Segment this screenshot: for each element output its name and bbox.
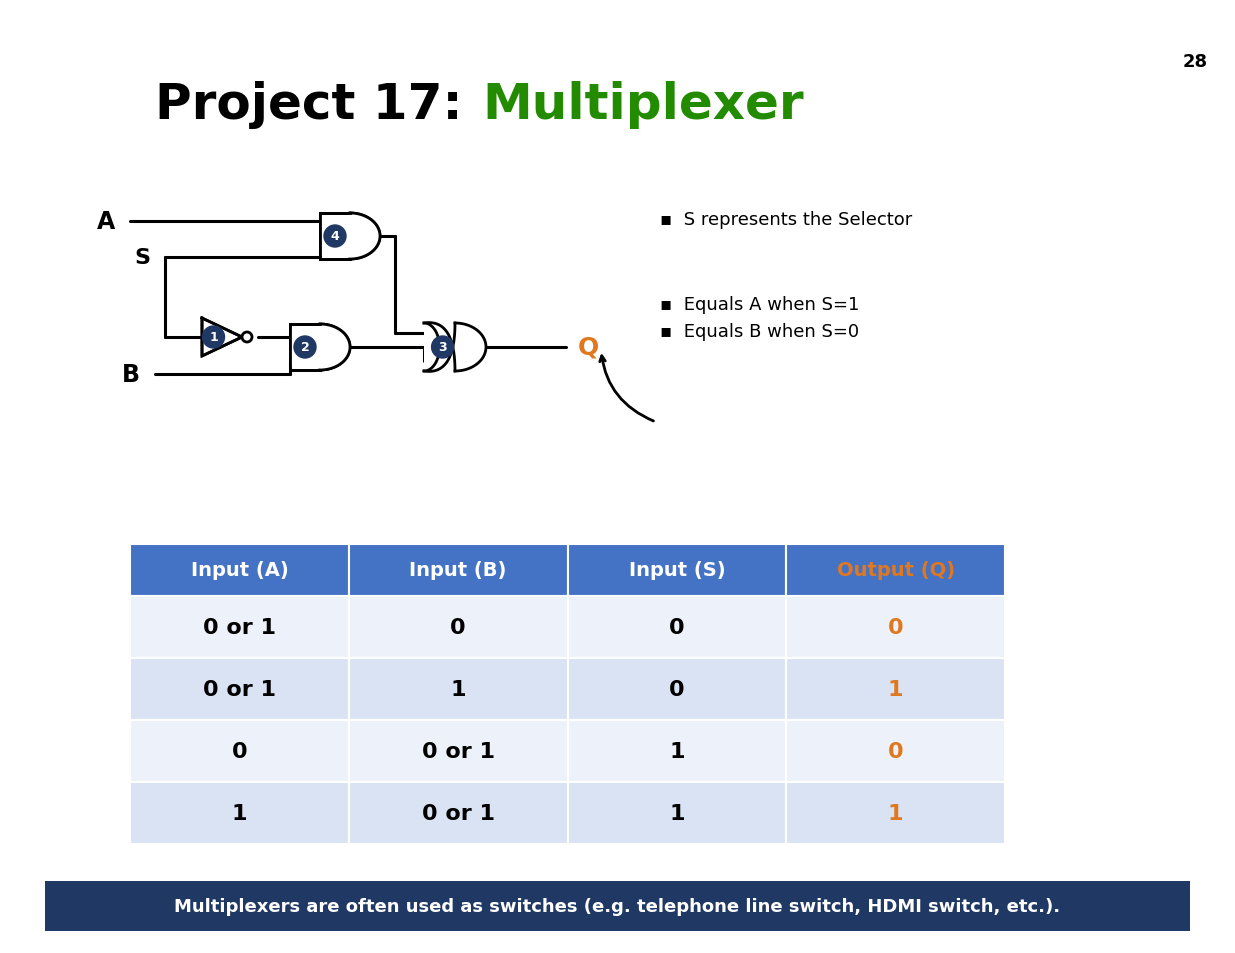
FancyBboxPatch shape — [130, 782, 348, 844]
FancyBboxPatch shape — [348, 782, 568, 844]
Text: A: A — [96, 210, 115, 233]
FancyBboxPatch shape — [568, 597, 787, 659]
Text: 1: 1 — [209, 331, 217, 344]
Text: 0 or 1: 0 or 1 — [421, 803, 495, 823]
Circle shape — [203, 327, 225, 349]
FancyBboxPatch shape — [348, 544, 568, 597]
Text: Input (A): Input (A) — [190, 561, 288, 579]
FancyBboxPatch shape — [787, 544, 1005, 597]
FancyBboxPatch shape — [568, 720, 787, 782]
Text: 0: 0 — [669, 679, 684, 700]
Polygon shape — [424, 323, 487, 372]
FancyBboxPatch shape — [568, 659, 787, 720]
Text: 0 or 1: 0 or 1 — [203, 618, 275, 638]
Circle shape — [324, 226, 346, 248]
Text: S: S — [135, 248, 149, 268]
FancyBboxPatch shape — [787, 782, 1005, 844]
Text: 1: 1 — [888, 679, 903, 700]
Text: Project 17:: Project 17: — [156, 81, 480, 129]
Text: Output (Q): Output (Q) — [836, 561, 955, 579]
Text: Input (S): Input (S) — [629, 561, 725, 579]
Text: 1: 1 — [669, 803, 684, 823]
FancyBboxPatch shape — [348, 659, 568, 720]
FancyBboxPatch shape — [130, 544, 348, 597]
FancyBboxPatch shape — [130, 659, 348, 720]
Text: 0: 0 — [888, 741, 904, 761]
Text: B: B — [122, 363, 140, 387]
FancyBboxPatch shape — [44, 882, 1191, 931]
Text: 0 or 1: 0 or 1 — [203, 679, 275, 700]
Text: Q: Q — [578, 335, 599, 359]
FancyBboxPatch shape — [130, 720, 348, 782]
Circle shape — [431, 336, 453, 358]
FancyBboxPatch shape — [348, 720, 568, 782]
Circle shape — [294, 336, 316, 358]
Text: 3: 3 — [438, 341, 447, 355]
Text: 1: 1 — [888, 803, 903, 823]
FancyBboxPatch shape — [787, 659, 1005, 720]
FancyBboxPatch shape — [787, 720, 1005, 782]
Polygon shape — [290, 325, 350, 371]
FancyBboxPatch shape — [348, 597, 568, 659]
Text: ▪  Equals A when S=1: ▪ Equals A when S=1 — [659, 295, 860, 314]
Text: 1: 1 — [451, 679, 466, 700]
Text: ▪  S represents the Selector: ▪ S represents the Selector — [659, 211, 913, 229]
Polygon shape — [203, 318, 242, 356]
Text: 28: 28 — [1182, 53, 1208, 71]
Text: 0: 0 — [232, 741, 247, 761]
Text: ▪  Equals B when S=0: ▪ Equals B when S=0 — [659, 323, 860, 340]
FancyBboxPatch shape — [130, 597, 348, 659]
Text: 0 or 1: 0 or 1 — [421, 741, 495, 761]
FancyBboxPatch shape — [568, 782, 787, 844]
Text: 4: 4 — [331, 231, 340, 243]
Text: 0: 0 — [451, 618, 466, 638]
Text: Input (B): Input (B) — [410, 561, 506, 579]
FancyBboxPatch shape — [787, 597, 1005, 659]
Text: 1: 1 — [669, 741, 684, 761]
Text: 1: 1 — [232, 803, 247, 823]
FancyBboxPatch shape — [568, 544, 787, 597]
Text: Multiplexer: Multiplexer — [482, 81, 804, 129]
Circle shape — [242, 333, 252, 343]
Text: Multiplexers are often used as switches (e.g. telephone line switch, HDMI switch: Multiplexers are often used as switches … — [174, 897, 1060, 915]
Text: 0: 0 — [669, 618, 684, 638]
Text: 2: 2 — [300, 341, 310, 355]
Polygon shape — [320, 213, 380, 260]
Text: 0: 0 — [888, 618, 904, 638]
